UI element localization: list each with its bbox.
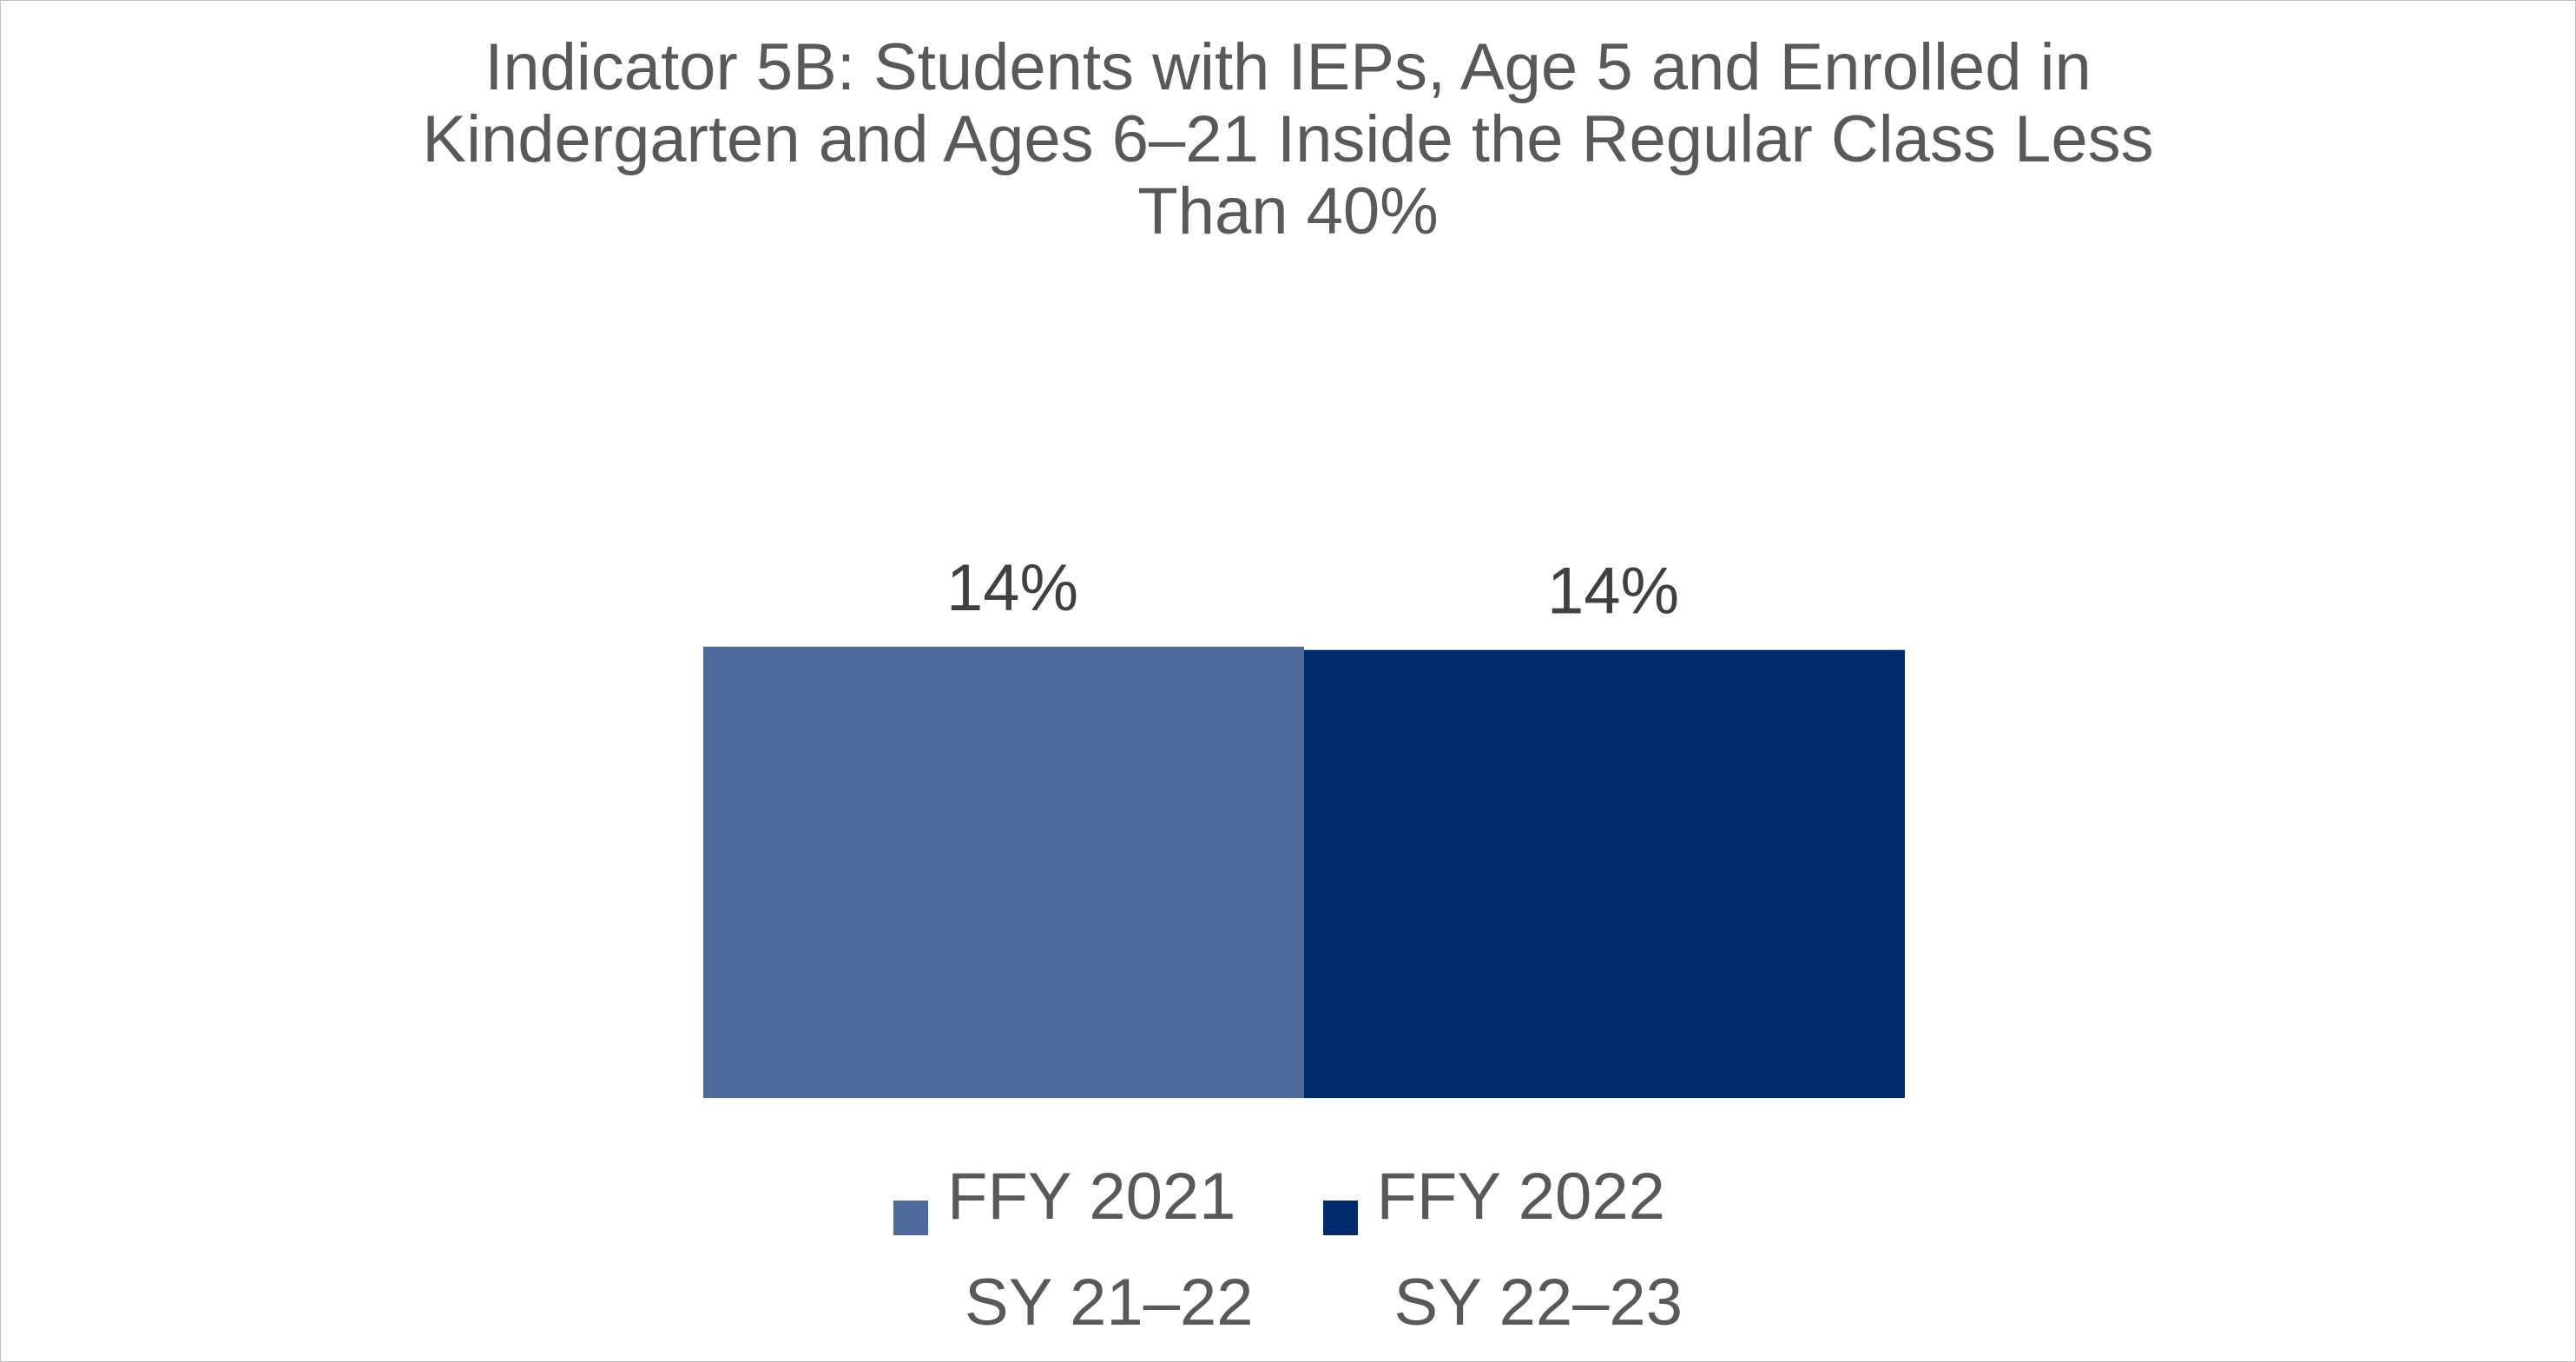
- bar-ffy-2022: [1304, 649, 1905, 1098]
- data-labels: 14% 14%: [946, 551, 1679, 628]
- legend-label-ffy-2021-line-2: SY 21–22: [965, 1266, 1254, 1339]
- legend-item-ffy-2021: FFY 2021 SY 21–22: [893, 1160, 1254, 1356]
- bar-ffy-2021: [703, 647, 1304, 1098]
- legend-label-ffy-2022-line-1: FFY 2022: [1376, 1160, 1665, 1234]
- legend-label-ffy-2021-line-1: FFY 2021: [947, 1160, 1236, 1234]
- data-label-ffy-2022: 14%: [1547, 555, 1679, 628]
- legend-label-ffy-2022-line-2: SY 22–23: [1393, 1266, 1683, 1339]
- chart-title-line-1: Indicator 5B: Students with IEPs, Age 5 …: [484, 30, 2092, 104]
- legend-label-ffy-2022: FFY 2022 SY 22–23: [1377, 1144, 1683, 1356]
- legend-item-ffy-2022: FFY 2022 SY 22–23: [1322, 1160, 1683, 1356]
- chart-title-line-2: Kindergarten and Ages 6–21 Inside the Re…: [422, 102, 2154, 176]
- legend-label-ffy-2021: FFY 2021 SY 21–22: [947, 1144, 1253, 1356]
- bar-group: [703, 647, 1905, 1098]
- legend: FFY 2021 SY 21–22 FFY 2022 SY 22–23: [0, 1160, 2576, 1356]
- chart-title-line-3: Than 40%: [1137, 174, 1439, 248]
- chart-title: Indicator 5B: Students with IEPs, Age 5 …: [260, 31, 2316, 247]
- data-label-ffy-2021: 14%: [946, 551, 1078, 625]
- legend-swatch-ffy-2021: [893, 1201, 929, 1235]
- legend-swatch-ffy-2022: [1322, 1201, 1358, 1235]
